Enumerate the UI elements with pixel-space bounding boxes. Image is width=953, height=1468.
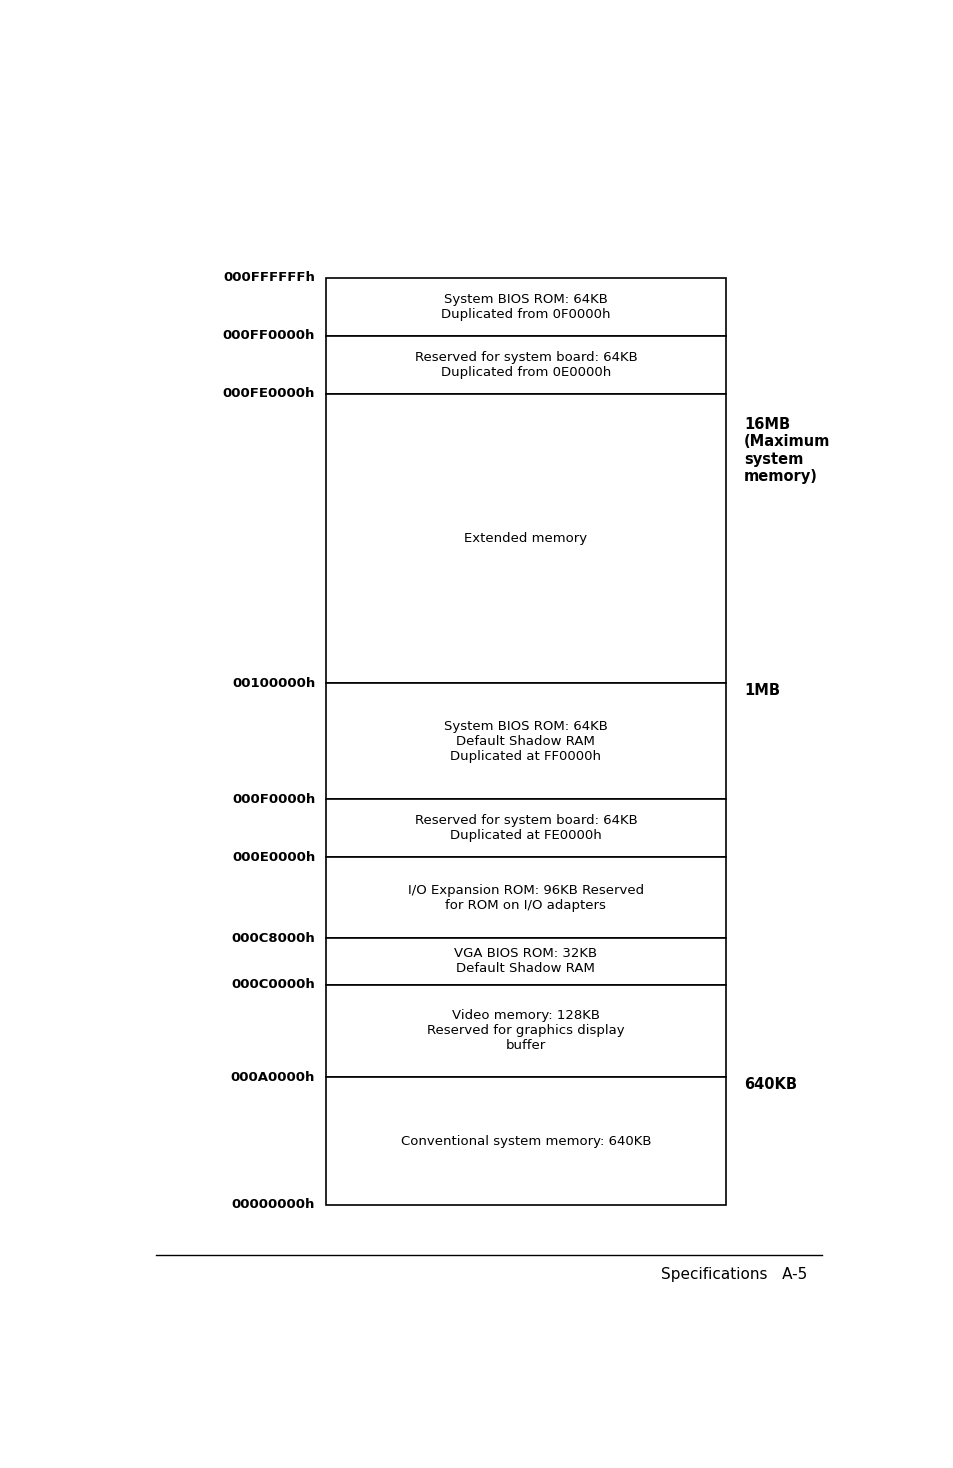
- Text: 000A0000h: 000A0000h: [231, 1070, 314, 1083]
- Text: VGA BIOS ROM: 32KB
Default Shadow RAM: VGA BIOS ROM: 32KB Default Shadow RAM: [454, 947, 597, 975]
- Text: Extended memory: Extended memory: [464, 531, 587, 545]
- Text: 000E0000h: 000E0000h: [232, 850, 314, 863]
- Bar: [326, 393, 724, 684]
- Text: Video memory: 128KB
Reserved for graphics display
buffer: Video memory: 128KB Reserved for graphic…: [427, 1010, 624, 1053]
- Text: Conventional system memory: 640KB: Conventional system memory: 640KB: [400, 1135, 651, 1148]
- Bar: [326, 684, 724, 799]
- Text: System BIOS ROM: 64KB
Duplicated from 0F0000h: System BIOS ROM: 64KB Duplicated from 0F…: [440, 292, 610, 321]
- Text: 000C8000h: 000C8000h: [232, 932, 314, 945]
- Text: Reserved for system board: 64KB
Duplicated at FE0000h: Reserved for system board: 64KB Duplicat…: [415, 815, 637, 843]
- Bar: [326, 857, 724, 938]
- Text: 00100000h: 00100000h: [232, 677, 314, 690]
- Bar: [326, 938, 724, 985]
- Text: 640KB: 640KB: [743, 1078, 796, 1092]
- Text: Reserved for system board: 64KB
Duplicated from 0E0000h: Reserved for system board: 64KB Duplicat…: [415, 351, 637, 379]
- Text: 000FF0000h: 000FF0000h: [223, 329, 314, 342]
- Text: 000F0000h: 000F0000h: [232, 793, 314, 806]
- Text: System BIOS ROM: 64KB
Default Shadow RAM
Duplicated at FF0000h: System BIOS ROM: 64KB Default Shadow RAM…: [443, 719, 607, 763]
- Bar: [326, 799, 724, 857]
- Bar: [326, 1078, 724, 1205]
- Text: 1MB: 1MB: [743, 684, 780, 699]
- Bar: [326, 985, 724, 1078]
- Bar: [326, 277, 724, 336]
- Text: 00000000h: 00000000h: [232, 1198, 314, 1211]
- Text: I/O Expansion ROM: 96KB Reserved
for ROM on I/O adapters: I/O Expansion ROM: 96KB Reserved for ROM…: [407, 884, 643, 912]
- Text: 000FE0000h: 000FE0000h: [223, 388, 314, 401]
- Text: 000FFFFFFh: 000FFFFFFh: [223, 272, 314, 285]
- Text: Specifications   A-5: Specifications A-5: [659, 1267, 806, 1283]
- Text: 16MB
(Maximum
system
memory): 16MB (Maximum system memory): [743, 417, 829, 484]
- Text: 000C0000h: 000C0000h: [232, 978, 314, 991]
- Bar: [326, 336, 724, 393]
